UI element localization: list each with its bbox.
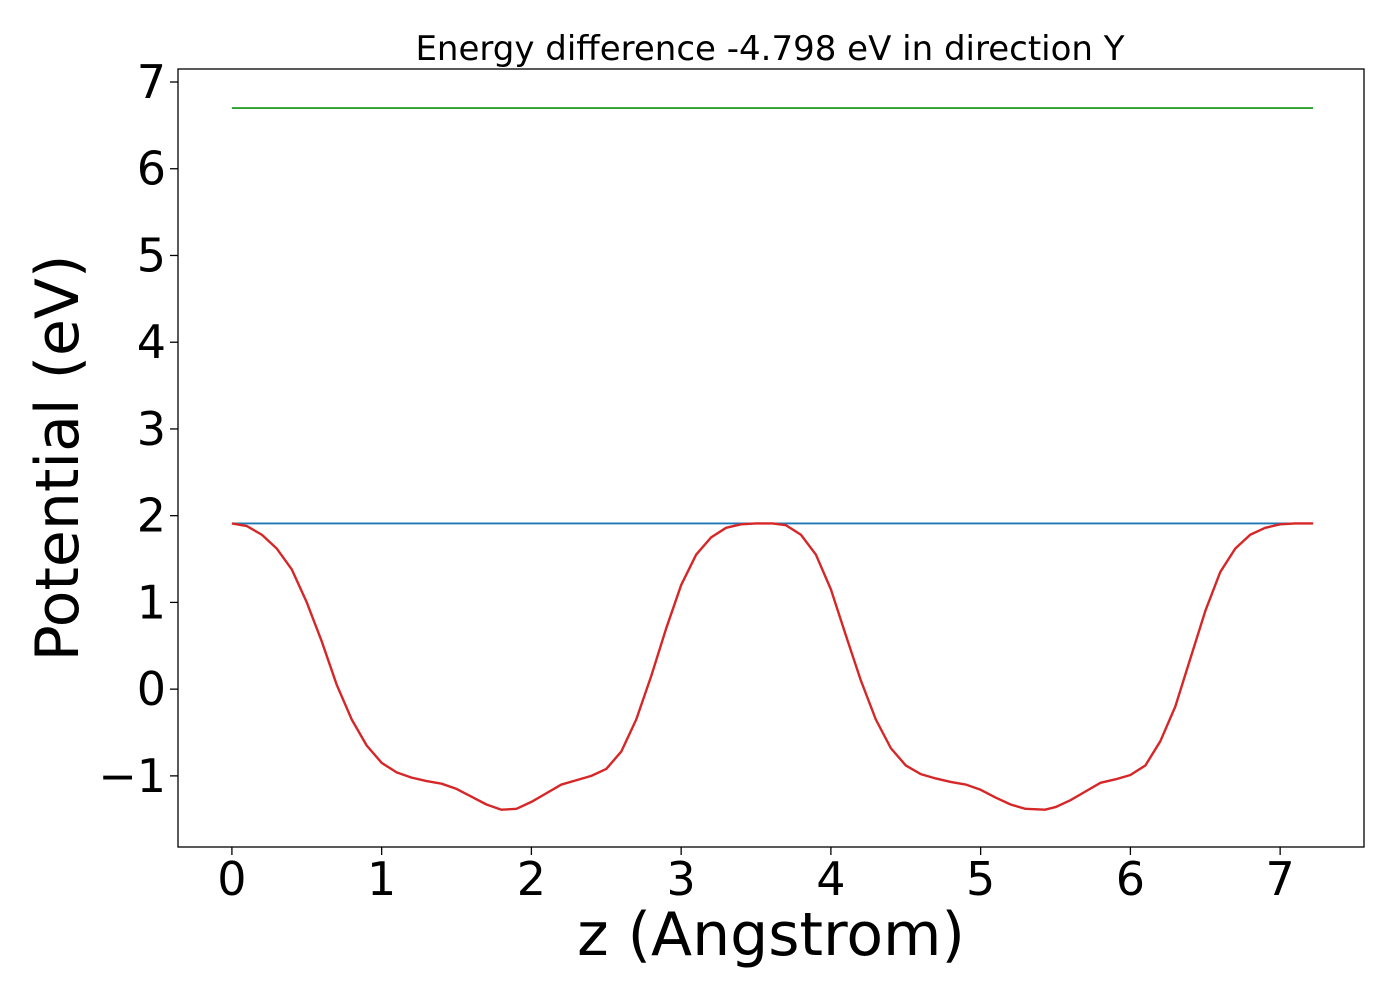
y-tick-label: 6 <box>137 142 166 196</box>
y-tick-label: 0 <box>137 662 166 716</box>
y-tick-label: 1 <box>137 575 166 629</box>
series-line-3 <box>231 522 1314 811</box>
y-tick-label: 4 <box>137 315 166 369</box>
plot-lines <box>231 107 1314 811</box>
y-tick-label: 3 <box>137 402 166 456</box>
x-tick-label: 2 <box>517 852 546 906</box>
y-tick-label: −1 <box>98 749 166 803</box>
y-tick-label: 5 <box>137 228 166 282</box>
x-axis-label: z (Angstrom) <box>577 900 965 970</box>
y-tick-label: 7 <box>137 55 166 109</box>
y-axis-ticks: −1 0 1 2 3 4 5 6 7 <box>98 55 178 803</box>
y-axis-label: Potential (eV) <box>23 255 93 662</box>
x-tick-label: 3 <box>667 852 696 906</box>
x-axis-ticks: 0 1 2 3 4 5 6 7 <box>217 847 1295 906</box>
x-tick-label: 4 <box>816 852 845 906</box>
x-tick-label: 6 <box>1116 852 1145 906</box>
plot-frame <box>177 68 1365 848</box>
x-tick-label: 0 <box>217 852 246 906</box>
y-tick-label: 2 <box>137 489 166 543</box>
x-tick-label: 5 <box>966 852 995 906</box>
x-tick-label: 1 <box>367 852 396 906</box>
x-tick-label: 7 <box>1266 852 1295 906</box>
chart-title: Energy difference -4.798 eV in direction… <box>415 29 1124 69</box>
